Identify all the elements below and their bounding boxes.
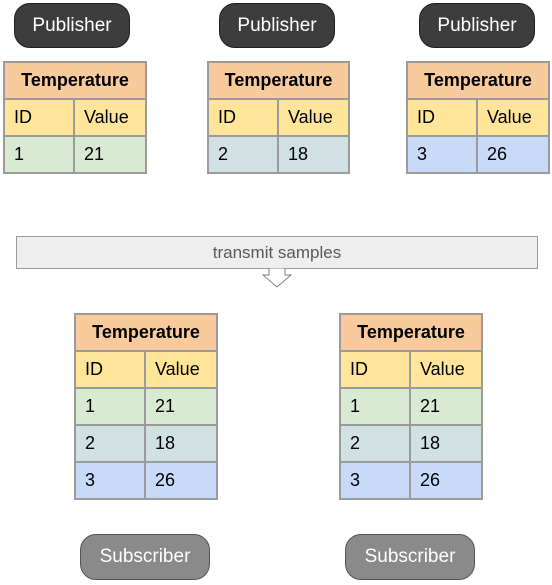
transmit-samples-bar: transmit samples <box>16 236 538 269</box>
subscriber-1-table: Temperature ID Value 1 21 2 18 3 26 <box>73 313 219 500</box>
subscriber-2-node: Subscriber <box>345 534 475 580</box>
cell-value: 26 <box>475 135 551 174</box>
cell-id: 1 <box>339 387 411 426</box>
cell-id: 3 <box>74 461 146 500</box>
cell-value: 21 <box>72 135 148 174</box>
cell-value: 18 <box>143 424 219 463</box>
cell-id: 3 <box>339 461 411 500</box>
publisher-1-table: Temperature ID Value 1 21 <box>2 61 148 174</box>
table-row: 3 26 <box>339 461 484 500</box>
column-header-value: Value <box>143 350 219 389</box>
publisher-3-table: Temperature ID Value 3 26 <box>405 61 551 174</box>
table-title: Temperature <box>2 61 148 100</box>
column-header-id: ID <box>207 98 279 137</box>
table-row: 2 18 <box>207 135 351 174</box>
publisher-3-node: Publisher <box>419 3 535 48</box>
cell-id: 3 <box>406 135 478 174</box>
table-row: 1 21 <box>74 387 219 426</box>
cell-id: 2 <box>339 424 411 463</box>
cell-id: 1 <box>74 387 146 426</box>
column-header-value: Value <box>475 98 551 137</box>
cell-value: 18 <box>408 424 484 463</box>
table-row: 2 18 <box>74 424 219 463</box>
column-header-value: Value <box>276 98 351 137</box>
down-arrow-icon <box>262 268 292 288</box>
cell-id: 2 <box>74 424 146 463</box>
table-row: 3 26 <box>406 135 551 174</box>
table-title: Temperature <box>73 313 219 352</box>
cell-value: 18 <box>276 135 351 174</box>
table-title: Temperature <box>206 61 351 100</box>
column-header-id: ID <box>406 98 478 137</box>
column-header-id: ID <box>3 98 75 137</box>
subscriber-1-node: Subscriber <box>80 534 210 580</box>
publisher-1-node: Publisher <box>14 3 130 48</box>
cell-value: 26 <box>143 461 219 500</box>
table-row: 3 26 <box>74 461 219 500</box>
table-row: 1 21 <box>339 387 484 426</box>
cell-id: 2 <box>207 135 279 174</box>
cell-value: 21 <box>408 387 484 426</box>
cell-value: 21 <box>143 387 219 426</box>
column-header-id: ID <box>74 350 146 389</box>
table-row: 1 21 <box>3 135 148 174</box>
table-title: Temperature <box>338 313 484 352</box>
publisher-2-table: Temperature ID Value 2 18 <box>206 61 351 174</box>
column-header-value: Value <box>408 350 484 389</box>
cell-id: 1 <box>3 135 75 174</box>
table-title: Temperature <box>405 61 551 100</box>
column-header-id: ID <box>339 350 411 389</box>
column-header-value: Value <box>72 98 148 137</box>
publisher-2-node: Publisher <box>219 3 335 48</box>
table-row: 2 18 <box>339 424 484 463</box>
subscriber-2-table: Temperature ID Value 1 21 2 18 3 26 <box>338 313 484 500</box>
cell-value: 26 <box>408 461 484 500</box>
